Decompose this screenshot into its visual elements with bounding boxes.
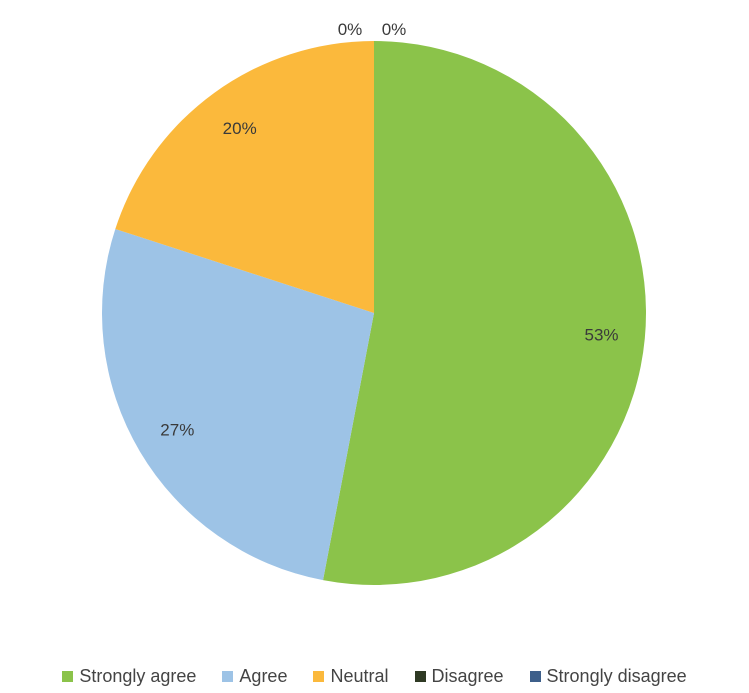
pie-data-labels: 53% 27% 20% 0% 0%: [160, 20, 618, 439]
pie-slice-neutral: [115, 41, 375, 313]
legend-label: Strongly disagree: [546, 665, 687, 686]
legend-swatch: [62, 670, 74, 682]
legend-label: Neutral: [330, 665, 389, 686]
legend-item-disagree: Disagree: [414, 665, 504, 687]
legend-label: Strongly agree: [79, 665, 197, 686]
legend-item-strongly-disagree: Strongly disagree: [529, 665, 687, 687]
legend-item-agree: Agree: [222, 666, 287, 687]
data-label-agree: 27%: [160, 420, 194, 439]
pie-slices: [102, 41, 646, 585]
legend-swatch: [313, 670, 325, 682]
pie-slice-agree: [102, 228, 374, 581]
data-label-neutral: 20%: [223, 119, 257, 138]
legend-item-strongly-agree: Strongly agree: [62, 666, 196, 687]
legend-item-neutral: Neutral: [313, 665, 389, 687]
data-label-disagree: 0%: [338, 20, 363, 39]
chart-legend: Strongly agree Agree Neutral Disagree Strong…: [0, 664, 749, 688]
data-label-strongly-disagree: 0%: [382, 20, 407, 39]
legend-swatch: [529, 670, 541, 682]
legend-swatch: [222, 670, 234, 682]
legend-label: Disagree: [431, 665, 504, 686]
legend-swatch: [414, 670, 426, 682]
pie-slice-strongly-agree: [323, 41, 646, 585]
legend-label: Agree: [239, 665, 288, 686]
data-label-strongly-agree: 53%: [584, 326, 618, 345]
